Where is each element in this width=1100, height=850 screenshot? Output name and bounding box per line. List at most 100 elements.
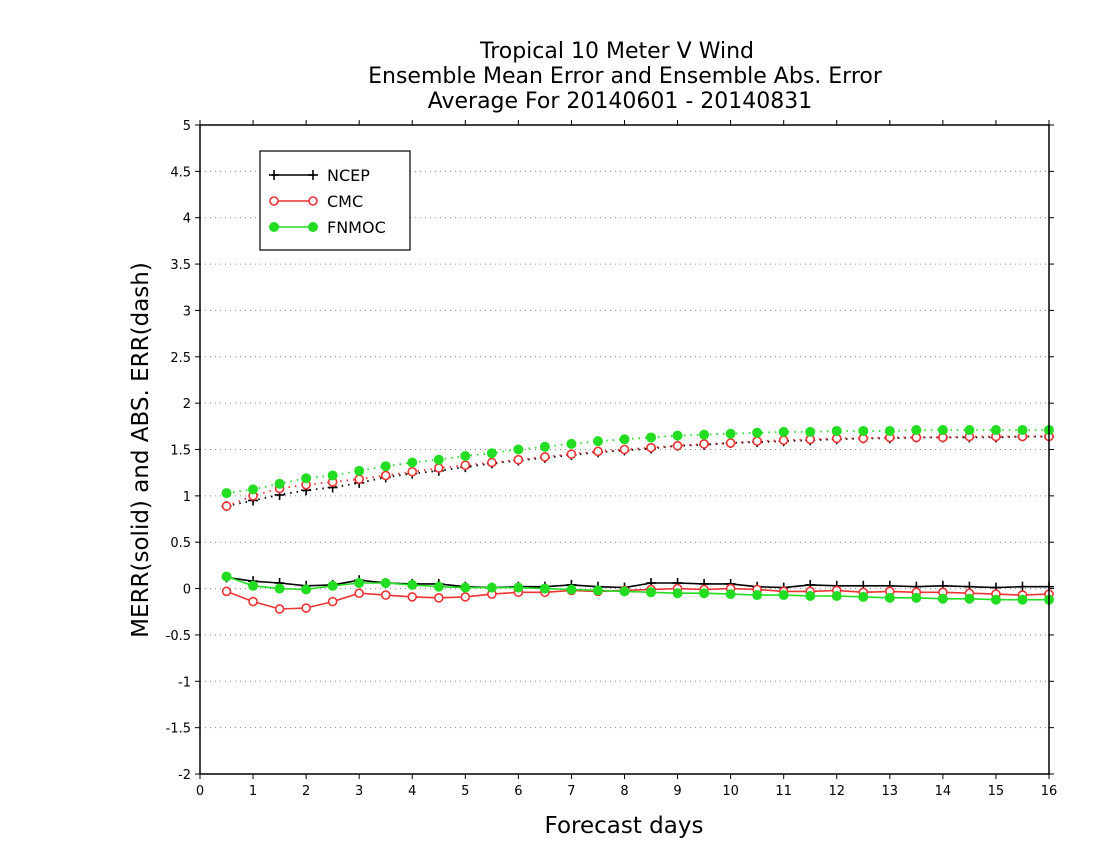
y-tick-label: 0 — [183, 583, 191, 598]
point-fnmoc — [937, 425, 948, 436]
series-line-fnmoc — [226, 429, 1049, 494]
legend-label-fnmoc: FNMOC — [327, 218, 386, 237]
point-fnmoc — [858, 425, 869, 436]
point-cmc — [619, 444, 630, 455]
point-cmc — [672, 440, 683, 451]
x-tick-label: 5 — [461, 784, 469, 799]
y-tick-label: 4 — [183, 212, 191, 227]
legend-marker-start-ncep — [269, 170, 279, 180]
y-tick-label: -0.5 — [166, 629, 191, 644]
point-fnmoc — [539, 583, 550, 594]
point-cmc — [513, 454, 524, 465]
point-cmc — [301, 603, 311, 613]
point-fnmoc — [301, 473, 312, 484]
legend-marker-end-fnmoc — [308, 222, 318, 232]
point-fnmoc — [486, 582, 497, 593]
legend-marker-end-cmc — [308, 196, 318, 206]
point-fnmoc — [407, 579, 418, 590]
point-cmc — [407, 466, 418, 477]
point-cmc — [248, 596, 258, 607]
point-fnmoc — [460, 582, 471, 593]
point-fnmoc — [805, 426, 816, 437]
legend-label-ncep: NCEP — [327, 166, 370, 185]
y-tick-label: 1 — [183, 490, 191, 505]
point-fnmoc — [778, 590, 789, 601]
point-cmc — [778, 435, 789, 446]
y-axis-label: MERR(solid) and ABS. ERR(dash) — [128, 262, 154, 638]
point-fnmoc — [990, 425, 1001, 436]
point-fnmoc — [646, 587, 657, 598]
series-line-cmc — [226, 435, 1049, 507]
point-cmc — [725, 438, 736, 448]
legend-entries: NCEP CMC FNMOC — [269, 166, 386, 237]
point-fnmoc — [964, 593, 975, 604]
point-fnmoc — [592, 436, 603, 447]
point-fnmoc — [646, 432, 657, 443]
series-fnmoc-merr — [221, 571, 1054, 605]
point-fnmoc — [805, 590, 816, 601]
point-cmc — [221, 586, 232, 597]
series-cmc-abs-err — [221, 431, 1054, 511]
point-fnmoc — [858, 591, 869, 602]
x-tick-label: 15 — [988, 784, 1005, 799]
point-cmc — [460, 592, 471, 602]
point-fnmoc — [486, 448, 497, 459]
point-cmc — [593, 446, 603, 457]
point-cmc — [540, 452, 550, 462]
point-fnmoc — [539, 441, 550, 452]
legend-label-cmc: CMC — [327, 192, 363, 211]
point-fnmoc — [725, 428, 736, 439]
y-tick-label: 2 — [183, 397, 191, 412]
point-fnmoc — [831, 590, 842, 601]
point-fnmoc — [911, 592, 922, 603]
point-cmc — [274, 604, 285, 614]
series-group — [221, 425, 1054, 614]
point-cmc — [460, 460, 471, 471]
point-fnmoc — [1017, 594, 1028, 605]
point-fnmoc — [380, 461, 391, 472]
point-fnmoc — [248, 580, 259, 591]
point-fnmoc — [380, 578, 391, 589]
point-cmc — [380, 590, 391, 600]
x-tick-label: 0 — [196, 784, 204, 799]
point-fnmoc — [725, 589, 736, 600]
point-cmc — [646, 442, 656, 453]
point-fnmoc — [327, 470, 338, 481]
point-fnmoc — [566, 438, 577, 449]
point-fnmoc — [592, 585, 603, 596]
point-fnmoc — [911, 425, 922, 436]
y-tick-label: -1 — [178, 675, 191, 690]
x-tick-label: 14 — [935, 784, 952, 799]
point-cmc — [566, 449, 577, 459]
point-fnmoc — [831, 425, 842, 436]
x-tick-label: 12 — [828, 784, 845, 799]
point-cmc — [433, 463, 444, 473]
x-tick-label: 11 — [775, 784, 792, 799]
x-tick-label: 16 — [1041, 784, 1058, 799]
point-fnmoc — [221, 488, 232, 499]
y-tick-label: 4.5 — [170, 165, 191, 180]
point-fnmoc — [460, 450, 471, 461]
y-tick-label: 5 — [183, 119, 191, 134]
title-line-3: Average For 20140601 - 20140831 — [428, 89, 813, 114]
point-fnmoc — [221, 571, 232, 582]
y-tick-label: 0.5 — [170, 536, 191, 551]
x-tick-label: 9 — [673, 784, 681, 799]
point-cmc — [487, 457, 497, 468]
point-fnmoc — [752, 427, 763, 438]
x-tick-label: 13 — [882, 784, 899, 799]
y-tick-label: 3 — [183, 304, 191, 319]
point-fnmoc — [884, 425, 895, 436]
point-fnmoc — [778, 426, 789, 437]
point-fnmoc — [1017, 425, 1028, 436]
legend: NCEP CMC FNMOC — [259, 150, 411, 251]
point-cmc — [380, 470, 391, 481]
chart-title: Tropical 10 Meter V Wind Ensemble Mean E… — [368, 39, 883, 114]
legend-item-fnmoc: FNMOC — [269, 218, 386, 237]
point-fnmoc — [619, 434, 630, 445]
point-fnmoc — [407, 457, 418, 468]
x-tick-label: 10 — [722, 784, 739, 799]
point-fnmoc — [964, 425, 975, 436]
title-line-2: Ensemble Mean Error and Ensemble Abs. Er… — [368, 64, 883, 89]
point-fnmoc — [327, 580, 338, 591]
